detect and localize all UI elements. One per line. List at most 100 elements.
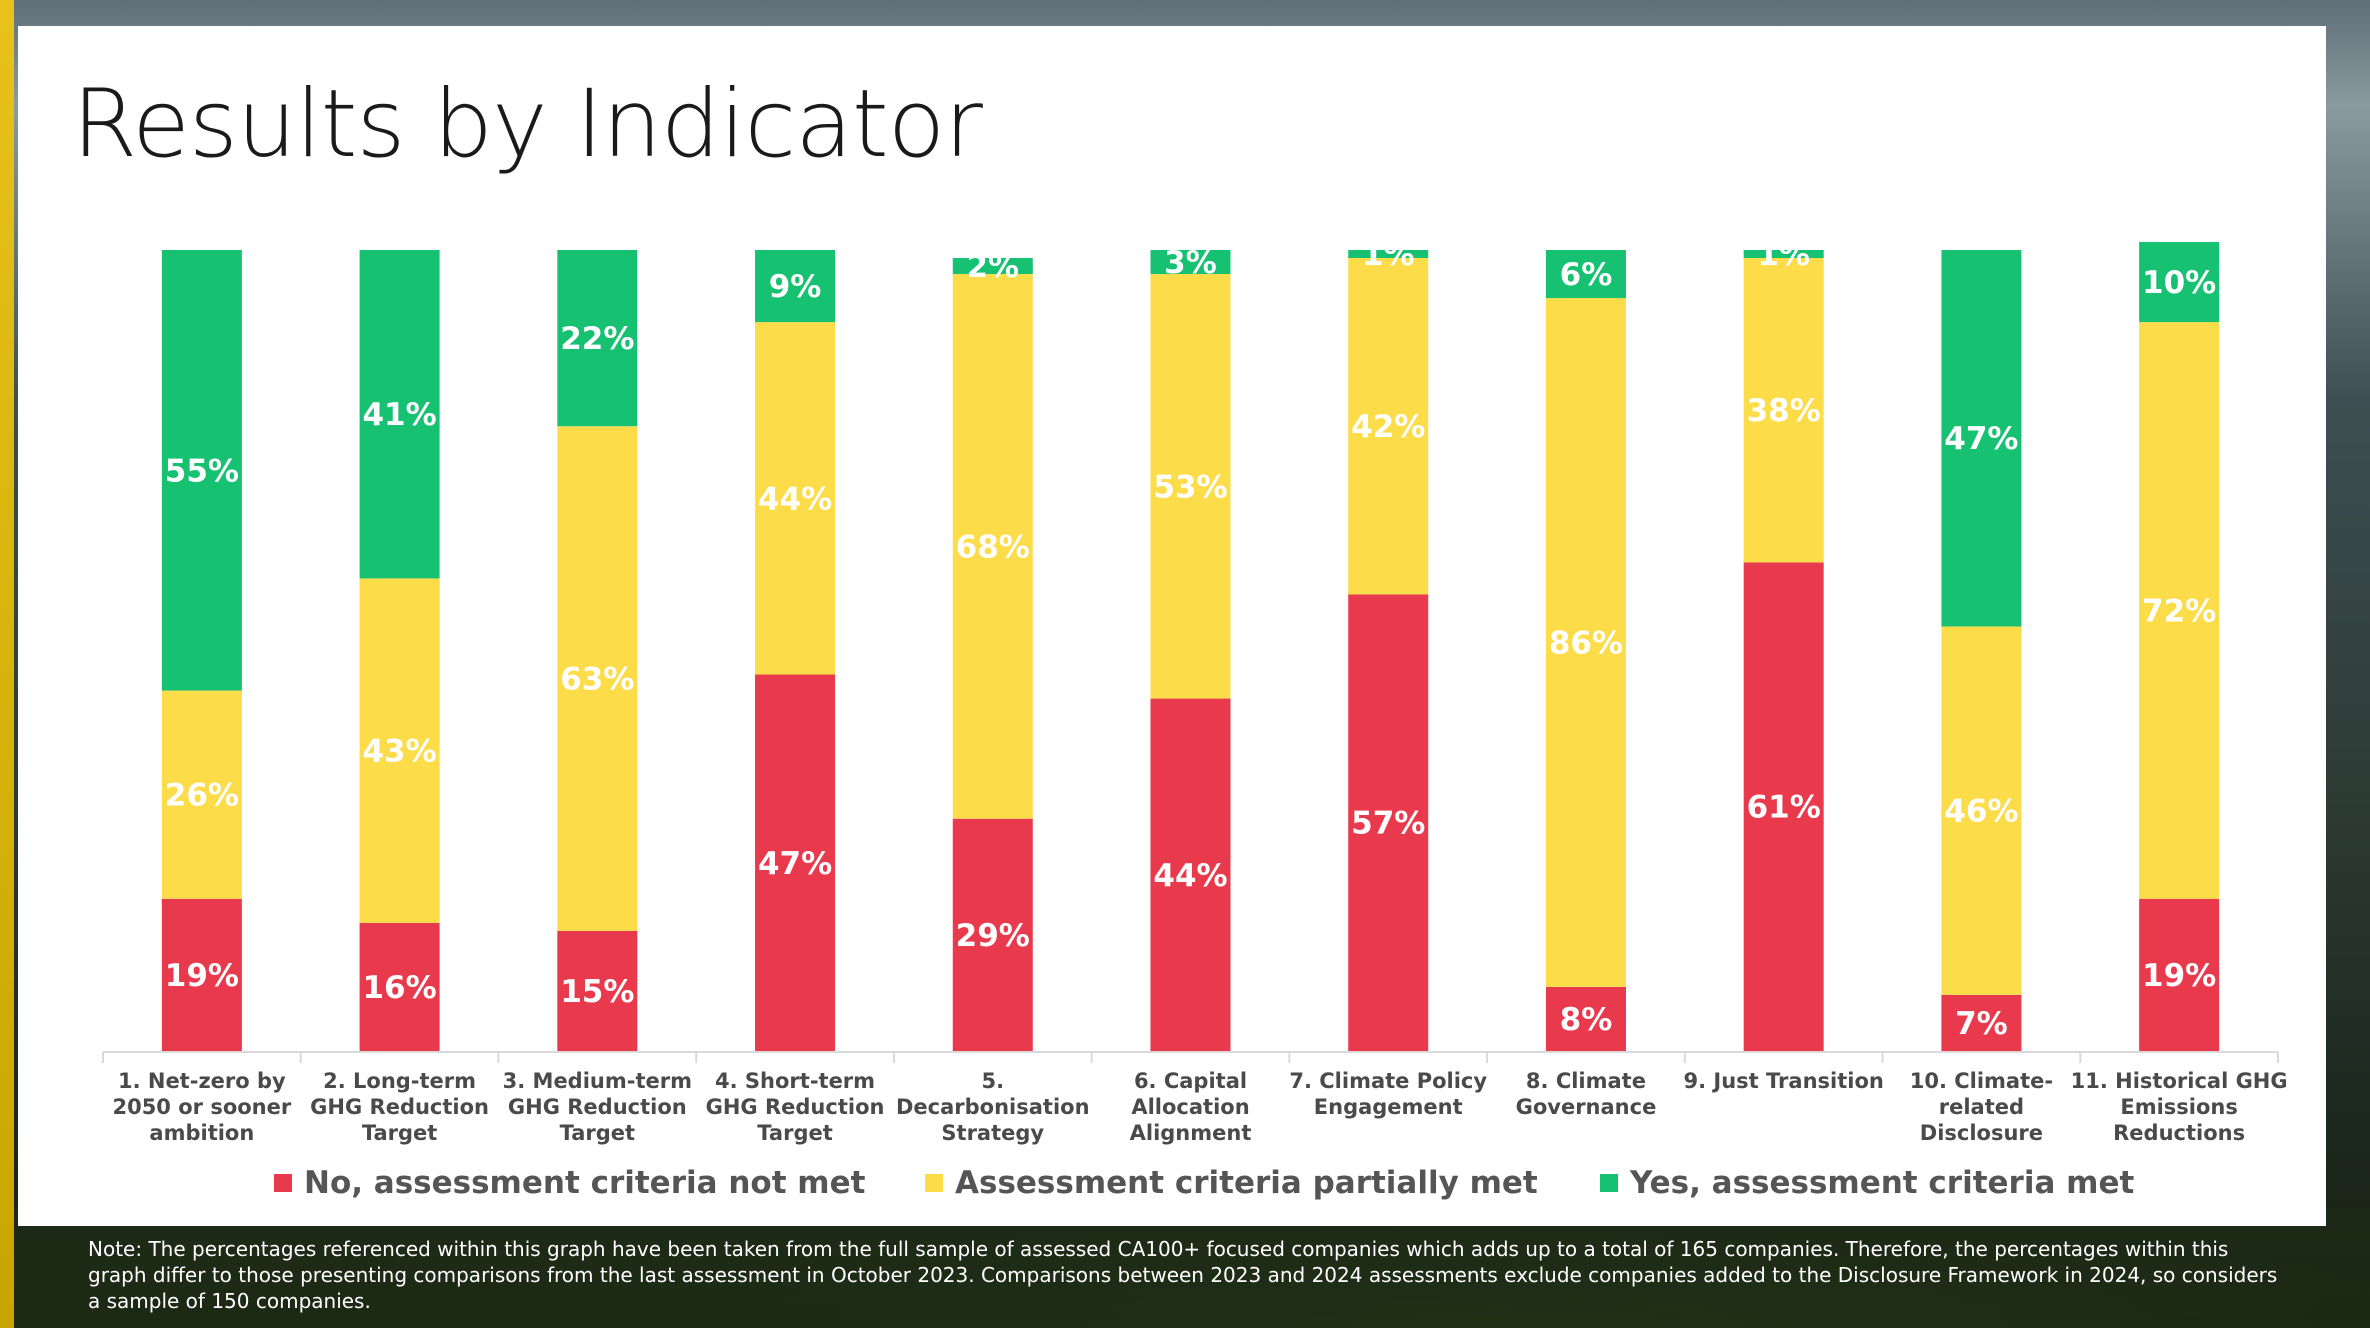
category-label-3: 3. Medium-term — [503, 1069, 692, 1093]
bar-segment-no-4 — [755, 674, 836, 1051]
bar-segment-partial-9 — [1743, 258, 1824, 563]
data-label-yes-4: 9% — [769, 269, 822, 305]
category-label-2: 2. Long-term — [323, 1069, 476, 1093]
data-label-no-5: 29% — [956, 918, 1030, 954]
category-label-4: Target — [757, 1121, 832, 1145]
bar-segment-partial-11 — [2139, 322, 2220, 899]
category-label-8: 8. Climate — [1526, 1069, 1646, 1093]
category-label-3: Target — [560, 1121, 635, 1145]
category-label-9: 9. Just Transition — [1684, 1069, 1884, 1093]
data-label-yes-3: 22% — [560, 321, 634, 357]
data-label-no-1: 19% — [165, 958, 239, 994]
data-label-no-6: 44% — [1153, 858, 1227, 894]
category-label-5: 5. — [981, 1069, 1004, 1093]
bar-segment-yes-4 — [755, 250, 836, 323]
category-label-6: Allocation — [1131, 1095, 1249, 1119]
category-label-11: Reductions — [2113, 1121, 2245, 1145]
category-label-5: Decarbonisation — [896, 1095, 1090, 1119]
data-label-partial-1: 26% — [165, 778, 239, 814]
data-label-partial-4: 44% — [758, 481, 832, 517]
bar-segment-no-3 — [557, 930, 638, 1051]
data-label-partial-8: 86% — [1549, 625, 1623, 661]
data-label-no-11: 19% — [2142, 958, 2216, 994]
data-label-no-2: 16% — [362, 970, 436, 1006]
chart-legend: No, assessment criteria not met Assessme… — [0, 1165, 2370, 1215]
data-label-yes-2: 41% — [362, 397, 436, 433]
bar-segment-partial-3 — [557, 426, 638, 931]
category-label-2: Target — [362, 1121, 437, 1145]
page-title: Results by Indicator — [72, 70, 983, 179]
bar-segment-partial-10 — [1941, 626, 2022, 995]
bar-segment-partial-2 — [359, 578, 440, 923]
category-label-6: 6. Capital — [1134, 1069, 1247, 1093]
category-label-7: 7. Climate Policy — [1289, 1069, 1487, 1093]
legend-item-no: No, assessment criteria not met — [274, 1165, 865, 1201]
bar-segment-yes-1 — [161, 250, 242, 691]
category-label-5: Strategy — [941, 1121, 1044, 1145]
bar-segment-yes-7 — [1348, 250, 1429, 259]
data-label-partial-6: 53% — [1153, 469, 1227, 505]
data-label-yes-11: 10% — [2142, 265, 2216, 301]
category-label-4: GHG Reduction — [706, 1095, 885, 1119]
bar-segment-no-9 — [1743, 562, 1824, 1051]
category-label-7: Engagement — [1314, 1095, 1463, 1119]
bar-segment-yes-9 — [1743, 250, 1824, 259]
data-label-yes-8: 6% — [1560, 257, 1613, 293]
bar-segment-no-8 — [1545, 986, 1626, 1051]
forest-background — [0, 1208, 2370, 1328]
bar-segment-yes-2 — [359, 250, 440, 579]
category-label-10: 10. Climate- — [1910, 1069, 2053, 1093]
data-label-no-4: 47% — [758, 846, 832, 882]
bar-segment-yes-11 — [2139, 241, 2220, 323]
bar-segment-no-5 — [952, 818, 1033, 1051]
category-label-11: Emissions — [2120, 1095, 2238, 1119]
data-label-yes-1: 55% — [165, 453, 239, 489]
legend-item-yes: Yes, assessment criteria met — [1600, 1165, 2134, 1201]
data-label-no-3: 15% — [560, 974, 634, 1010]
data-label-no-7: 57% — [1351, 806, 1425, 842]
data-label-yes-7: 1% — [1362, 237, 1415, 273]
data-label-no-8: 8% — [1560, 1002, 1613, 1038]
legend-swatch-no — [274, 1174, 292, 1192]
category-label-10: related — [1939, 1095, 2024, 1119]
category-label-1: 2050 or sooner — [112, 1095, 291, 1119]
data-label-no-9: 61% — [1747, 790, 1821, 826]
category-label-3: GHG Reduction — [508, 1095, 687, 1119]
bar-segment-yes-3 — [557, 250, 638, 427]
bar-segment-no-6 — [1150, 698, 1231, 1051]
legend-swatch-partial — [925, 1174, 943, 1192]
legend-swatch-yes — [1600, 1174, 1618, 1192]
category-label-8: Governance — [1516, 1095, 1657, 1119]
data-label-partial-11: 72% — [2142, 593, 2216, 629]
legend-label-partial: Assessment criteria partially met — [955, 1165, 1538, 1201]
bar-segment-partial-6 — [1150, 274, 1231, 699]
category-label-11: 11. Historical GHG — [2071, 1069, 2288, 1093]
bar-segment-partial-5 — [952, 274, 1033, 819]
data-label-yes-6: 3% — [1164, 245, 1217, 281]
bar-segment-yes-8 — [1545, 250, 1626, 299]
category-label-2: GHG Reduction — [310, 1095, 489, 1119]
bar-segment-partial-7 — [1348, 258, 1429, 595]
bar-segment-partial-4 — [755, 322, 836, 675]
data-label-partial-2: 43% — [362, 734, 436, 770]
bar-segment-no-2 — [359, 922, 440, 1051]
bar-segment-partial-1 — [161, 690, 242, 899]
data-label-yes-9: 1% — [1757, 237, 1810, 273]
category-label-6: Alignment — [1130, 1121, 1252, 1145]
category-label-10: Disclosure — [1920, 1121, 2043, 1145]
category-label-1: 1. Net-zero by — [118, 1069, 286, 1093]
bar-segment-yes-6 — [1150, 250, 1231, 275]
data-label-partial-3: 63% — [560, 662, 634, 698]
bar-segment-partial-8 — [1545, 298, 1626, 987]
bar-segment-yes-5 — [952, 258, 1033, 275]
legend-label-no: No, assessment criteria not met — [304, 1165, 866, 1201]
bar-segment-no-11 — [2139, 898, 2220, 1051]
footnote: Note: The percentages referenced within … — [88, 1237, 2278, 1313]
legend-label-yes: Yes, assessment criteria met — [1630, 1165, 2135, 1201]
data-label-partial-10: 46% — [1944, 794, 2018, 830]
bar-segment-no-10 — [1941, 994, 2022, 1051]
bar-segment-no-7 — [1348, 594, 1429, 1051]
bar-segment-yes-10 — [1941, 250, 2022, 627]
data-label-partial-9: 38% — [1747, 393, 1821, 429]
